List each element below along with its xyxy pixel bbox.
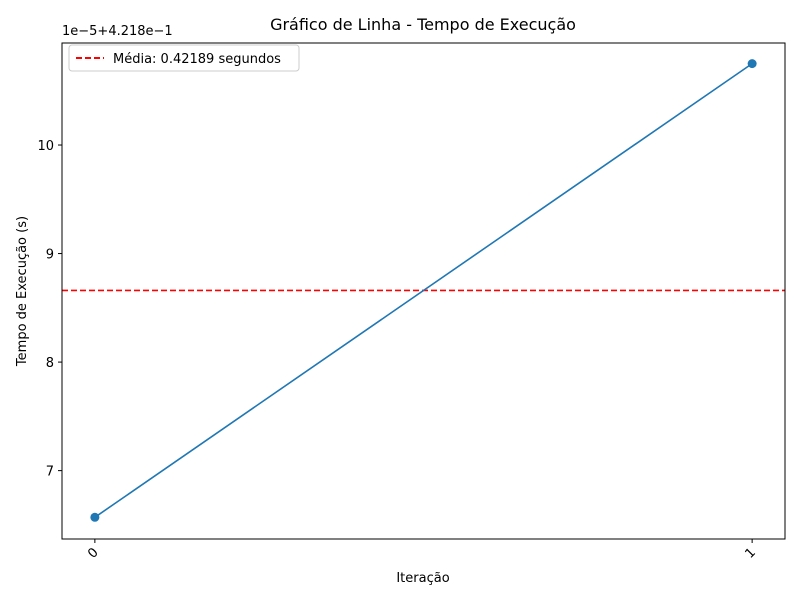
y-tick-label: 8 [46,356,54,371]
data-point [747,59,757,69]
y-axis-offset-label: 1e−5+4.218e−1 [62,24,173,39]
x-tick-label: 1 [743,545,759,561]
plot-frame [61,42,786,540]
data-point [90,512,100,522]
legend-box [68,44,300,72]
y-tick-label: 9 [46,248,54,263]
x-tick-label: 0 [85,545,101,561]
chart-title: Gráfico de Linha - Tempo de Execução [270,15,576,34]
plot-area [62,59,785,522]
legend: Média: 0.42189 segundos [68,44,300,72]
y-tick-label: 7 [46,465,54,480]
legend-label: Média: 0.42189 segundos [113,52,281,67]
x-axis-label: Iteração [396,571,449,586]
y-tick-label: 10 [37,139,54,154]
series-line [94,62,753,518]
y-axis-label: Tempo de Execução (s) [15,216,30,367]
